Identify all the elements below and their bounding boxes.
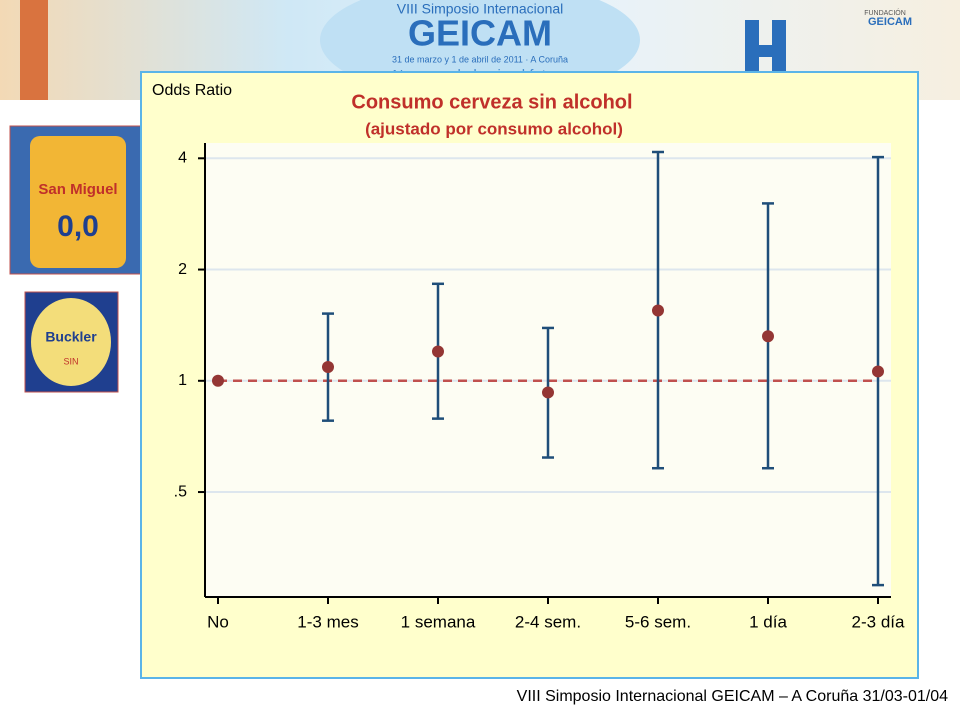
banner-line: VIII Simposio Internacional [397,1,564,17]
x-tick-label: 1-3 mes [297,612,358,631]
y-tick-label: 2 [178,261,187,278]
chart-title: Consumo cerveza sin alcohol [351,91,632,113]
h-icon [745,45,785,57]
footer: VIII Simposio Internacional GEICAM – A C… [517,688,948,705]
logo-name: GEICAM [868,16,912,28]
chart-subtitle: (ajustado por consumo alcohol) [365,119,623,138]
x-tick-label: 2-4 sem. [515,612,581,631]
banner-date: 31 de marzo y 1 de abril de 2011 · A Cor… [392,54,568,64]
point [322,360,334,373]
badge [31,298,111,386]
x-tick-label: 1 semana [401,612,476,631]
x-tick-label: 2-3 día [852,612,905,631]
point [872,365,884,378]
y-tick-label: 1 [178,372,187,389]
point [212,374,224,387]
y-tick-label: 4 [178,150,187,167]
badge-sub: SIN [63,356,78,366]
y-tick-label: .5 [174,483,187,500]
banner-title: GEICAM [408,13,552,54]
tower [20,0,48,100]
can [30,136,126,268]
can-brand: San Miguel [38,181,117,198]
logo-top: FUNDACIÓN [864,8,906,17]
badge-brand: Buckler [45,329,97,345]
y-axis-label: Odds Ratio [152,82,232,99]
point [762,330,774,343]
can-label: 0,0 [57,210,99,243]
x-tick-label: 5-6 sem. [625,612,691,631]
x-tick-label: 1 día [749,612,787,631]
point [542,386,554,399]
x-tick-label: No [207,612,229,631]
point [432,345,444,358]
point [652,304,664,317]
